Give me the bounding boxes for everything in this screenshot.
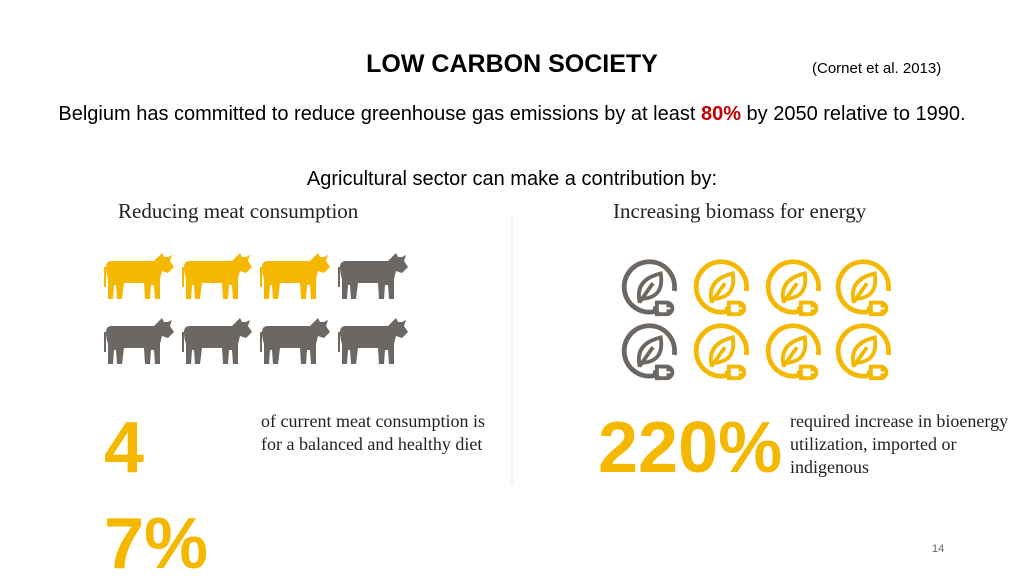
slide-title: LOW CARBON SOCIETY — [366, 50, 658, 78]
intro-text: by 2050 relative to 1990. — [740, 103, 966, 125]
cow-icon — [104, 253, 174, 299]
citation: (Cornet et al. 2013) — [812, 60, 942, 77]
biomass-icon — [624, 262, 674, 314]
intro-text: Belgium has committed to reduce greenhou… — [58, 103, 701, 125]
biomass-icon — [768, 262, 818, 314]
cow-icon — [182, 318, 252, 364]
cow-icon — [338, 253, 408, 299]
left-heading: Reducing meat consumption — [118, 199, 359, 223]
biomass-icon — [696, 326, 746, 378]
subtitle: Agricultural sector can make a contribut… — [306, 168, 718, 190]
biomass-icon — [838, 262, 888, 314]
page-number: 14 — [932, 543, 945, 555]
left-figure: 47% — [104, 408, 209, 576]
left-description: of current meat consumption is for a bal… — [261, 411, 485, 454]
biomass-icon — [696, 262, 746, 314]
cow-icon — [182, 253, 252, 299]
right-heading: Increasing biomass for energy — [613, 199, 867, 223]
biomass-icon — [624, 326, 674, 378]
intro: Belgium has committed to reduce greenhou… — [10, 99, 1014, 130]
cow-icon — [338, 318, 408, 364]
cow-icon — [260, 318, 330, 364]
cow-icon — [104, 318, 174, 364]
biomass-icon — [768, 326, 818, 378]
right-description: required increase in bioenergy utilizati… — [790, 411, 1009, 477]
right-figure: 220% — [598, 408, 783, 488]
biomass-icon — [838, 326, 888, 378]
intro-highlight: 80% — [700, 103, 741, 125]
cow-icon — [260, 253, 330, 299]
